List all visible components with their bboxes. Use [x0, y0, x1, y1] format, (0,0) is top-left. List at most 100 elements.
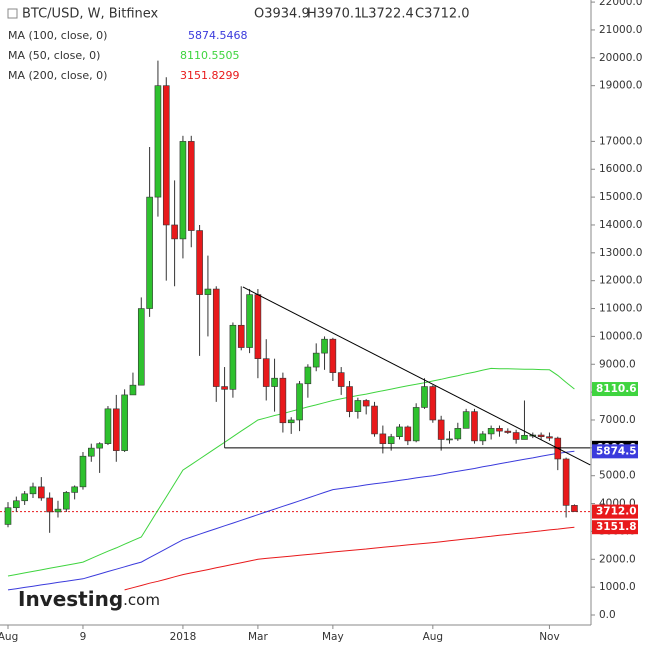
candle-body [121, 394, 128, 451]
ma-name: MA (50, close, 0) [8, 49, 100, 62]
x-tick-label: Aug [0, 631, 18, 643]
logo-suffix: .com [123, 591, 160, 609]
ma-line [7, 450, 575, 591]
ma-line [124, 526, 575, 591]
candle-body [88, 447, 95, 457]
candle-body [79, 455, 87, 488]
candle-body [104, 408, 112, 444]
legend: BTC/USD, W, Bitfinex O3934.9 H3970.1 L37… [7, 7, 470, 82]
candle-body [504, 430, 512, 433]
candle-body [429, 386, 437, 421]
candle-body [521, 435, 528, 440]
candle-body [321, 338, 328, 354]
candle-body [46, 497, 53, 513]
y-tick-label: 9000.0 [599, 358, 636, 370]
candle-body [446, 438, 453, 441]
y-tick-label: 11000.0 [599, 303, 642, 315]
candle-body [204, 288, 212, 295]
y-tick-label: 20000.0 [599, 52, 642, 64]
price-label-box [592, 520, 638, 535]
candle-body [471, 411, 478, 442]
ma-value: 8110.5505 [180, 49, 240, 62]
candle-body [337, 372, 345, 387]
y-tick-label: 22000.0 [599, 0, 642, 8]
y-tick-label: 0.0 [599, 609, 616, 621]
candle-body [4, 507, 12, 525]
y-tick-label: 13000.0 [599, 247, 642, 259]
y-tick-label: 14000.0 [599, 219, 642, 231]
candle-body [396, 426, 403, 437]
price-label: 3712.0 [596, 506, 637, 518]
y-tick-label: 5000.0 [599, 470, 636, 482]
plot: 0.01000.02000.03000.04000.05000.06000.07… [0, 0, 642, 643]
y-tick-label: 16000.0 [599, 163, 642, 175]
symbol: BTC/USD, W, Bitfinex [22, 7, 159, 22]
y-tick-label: 1000.0 [599, 581, 636, 593]
trendline [242, 286, 591, 466]
x-tick-label: May [322, 631, 344, 643]
candle-body [362, 400, 370, 407]
y-tick-label: 17000.0 [599, 135, 642, 147]
candle-body [262, 358, 270, 387]
candle-body [13, 500, 20, 509]
ohlc-close: C3712.0 [415, 7, 470, 22]
x-tick-label: Nov [539, 631, 560, 643]
candle-body [404, 426, 412, 442]
candle-body [479, 433, 487, 442]
candle-body [537, 434, 545, 437]
y-tick-label: 19000.0 [599, 80, 642, 92]
candle-body [196, 230, 203, 295]
candle-body [171, 224, 178, 240]
candle-body [221, 386, 228, 390]
logo: Investing.com [18, 587, 160, 611]
y-tick-label: 7000.0 [599, 414, 636, 426]
x-tick-label: Aug [423, 631, 444, 643]
candle-body [346, 386, 353, 412]
candle-body [254, 294, 262, 359]
candle-body [29, 486, 37, 495]
y-tick-label: 12000.0 [599, 275, 642, 287]
ma-value: 5874.5468 [188, 29, 248, 42]
candle-body [546, 436, 553, 439]
price-label: 8110.6 [596, 383, 637, 395]
ma-name: MA (100, close, 0) [8, 29, 107, 42]
candle-body [412, 407, 420, 442]
y-tick-label: 10000.0 [599, 330, 642, 342]
candle-body [154, 85, 162, 198]
candle-body [387, 436, 395, 444]
price-label-box [592, 444, 638, 459]
candle-body [146, 196, 153, 309]
candle-body [63, 492, 70, 510]
candle-body [312, 352, 320, 368]
candle-body [179, 141, 187, 240]
candle-body [229, 324, 237, 390]
candle-body [304, 366, 312, 385]
candle-body [287, 419, 295, 424]
candle-body [571, 505, 578, 512]
candle-body [279, 377, 287, 424]
candle-body [296, 383, 303, 421]
ohlc-high: H3970.1 [307, 7, 362, 22]
candle-body [437, 419, 445, 440]
candle-body [129, 384, 137, 396]
candle-body [379, 433, 387, 444]
candle-body [371, 405, 378, 435]
candle-body [271, 377, 278, 387]
x-tick-label: Mar [248, 631, 268, 643]
logo-name: Investing [18, 587, 123, 611]
candle-body [112, 408, 120, 451]
candle-body [21, 493, 28, 502]
ma-name: MA (200, close, 0) [8, 69, 107, 82]
collapse-icon[interactable] [7, 8, 18, 19]
candle-body [454, 428, 462, 440]
y-tick-label: 15000.0 [599, 191, 642, 203]
candle-body [137, 308, 145, 386]
candle-body [462, 411, 470, 429]
candle-body [562, 458, 570, 506]
price-label: 5874.5 [596, 445, 637, 457]
candle-body [487, 428, 495, 435]
y-tick-label: 2000.0 [599, 553, 636, 565]
candle-body [54, 508, 62, 513]
